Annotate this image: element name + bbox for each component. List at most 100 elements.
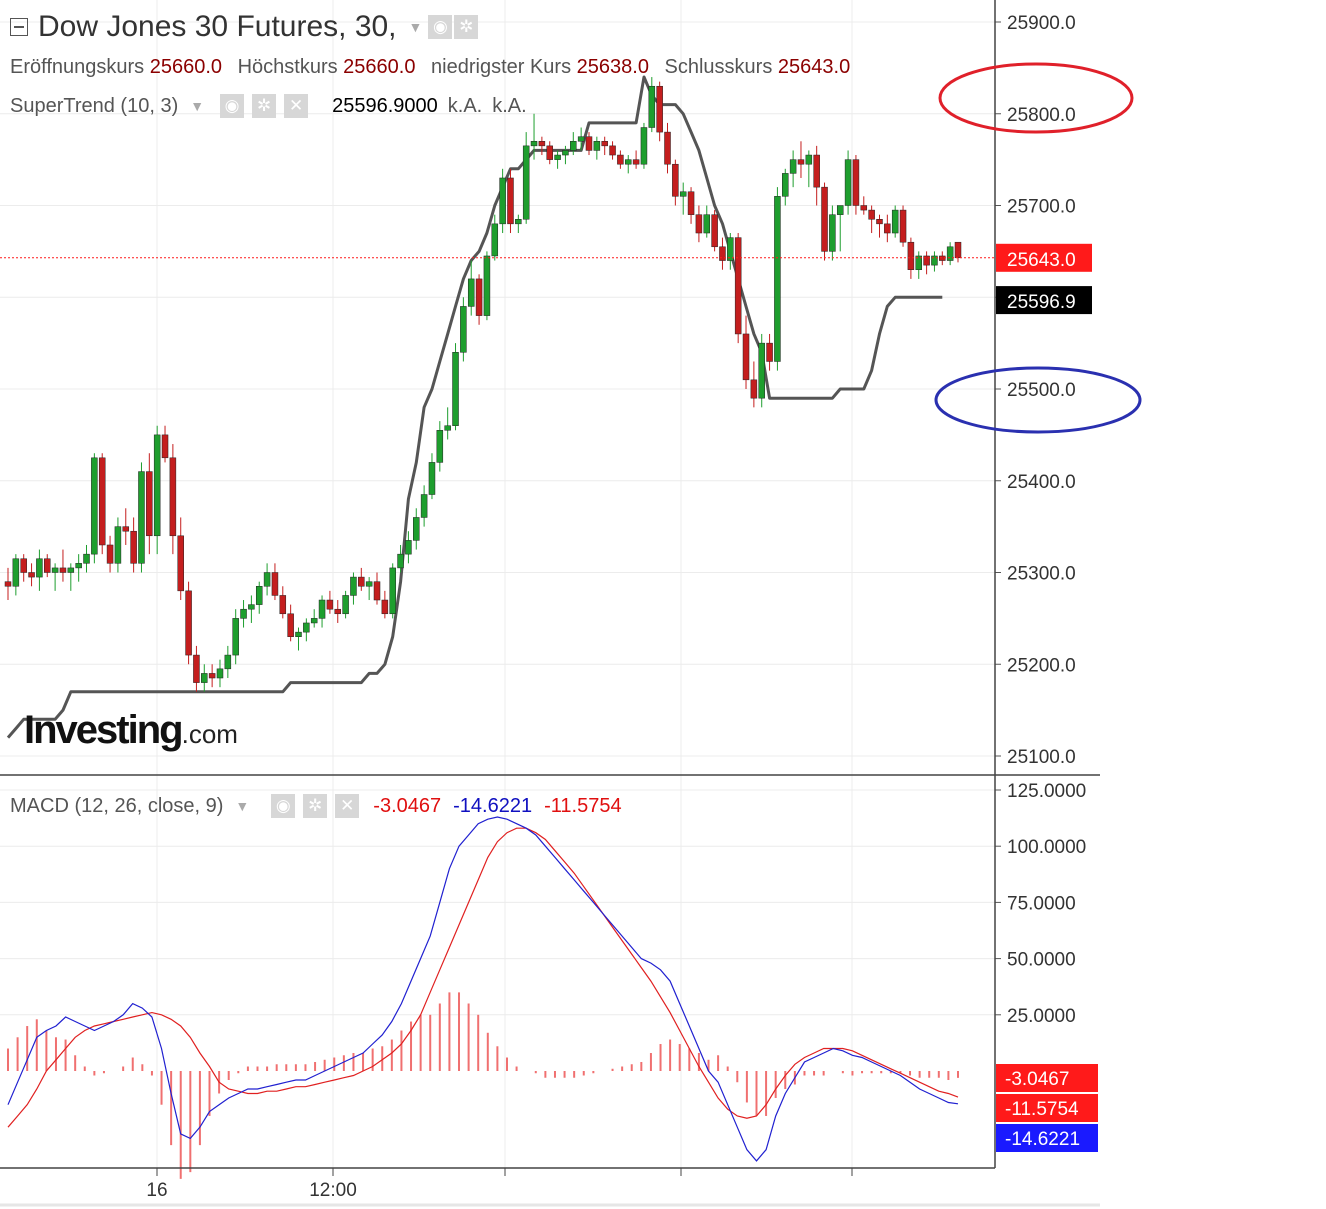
macd-lines	[7, 816, 959, 1162]
close-icon[interactable]: ✕	[335, 794, 360, 818]
candle-body	[515, 219, 522, 225]
candle-body	[138, 471, 145, 564]
candle-body	[255, 586, 263, 605]
candle-body	[703, 214, 711, 234]
macd-label: MACD (12, 26, close, 9)	[10, 794, 224, 817]
candle-body	[4, 581, 12, 587]
candle-body	[679, 191, 687, 197]
candle-body	[664, 131, 671, 165]
candle-body	[577, 136, 585, 142]
price-tick-label: 25300.0	[1007, 564, 1076, 585]
close-label: Schlusskurs	[664, 56, 773, 78]
chevron-down-icon[interactable]: ▼	[190, 98, 205, 114]
candle-body	[67, 567, 75, 573]
candle-body	[836, 205, 844, 215]
open-value: 25660.0	[149, 56, 223, 78]
candle-body	[530, 141, 538, 147]
candle-body	[609, 145, 616, 156]
candle-body	[554, 154, 561, 160]
gear-icon[interactable]: ✲	[252, 94, 277, 118]
candle-body	[303, 622, 310, 633]
eye-icon[interactable]: ◉	[428, 15, 453, 39]
candle-body	[821, 186, 828, 252]
candle-body	[538, 141, 546, 147]
candle-body	[719, 246, 726, 261]
candle-body	[240, 608, 247, 619]
chevron-down-icon[interactable]: ▼	[235, 798, 250, 814]
candle-body	[946, 246, 954, 261]
candle-body	[499, 177, 506, 225]
candle-body	[193, 654, 200, 683]
supertrend-price-label: 25596.9	[1007, 292, 1076, 313]
candle-body	[59, 567, 67, 573]
candle-body	[632, 159, 640, 165]
candle-body	[373, 581, 381, 601]
gear-icon[interactable]: ✲	[303, 794, 328, 818]
candle-body	[624, 159, 632, 165]
candle-body	[460, 306, 467, 353]
candle-body	[907, 241, 915, 270]
eye-icon[interactable]: ◉	[271, 794, 296, 818]
macd-histogram	[7, 992, 959, 1179]
macd-legend: MACD (12, 26, close, 9) ▼ ◉ ✲ ✕ -3.0467 …	[10, 794, 622, 818]
candle-body	[122, 526, 130, 532]
candle-body	[734, 237, 742, 335]
candle-body	[428, 462, 436, 495]
candle-body	[271, 572, 279, 596]
candle-body	[467, 278, 475, 307]
candle-body	[805, 154, 813, 165]
candle-body	[326, 599, 334, 610]
candle-body	[397, 553, 404, 569]
candle-body	[106, 544, 114, 564]
open-label: Eröffnungskurs	[10, 56, 145, 78]
macd-value-badge	[996, 1094, 1098, 1122]
candle-body	[146, 471, 153, 537]
candle-body	[758, 342, 765, 399]
supertrend-value: 25596.9000	[332, 94, 438, 117]
macd-line-value: -14.6221	[453, 794, 533, 817]
candle-body	[774, 196, 781, 362]
chart-title-row: Dow Jones 30 Futures, 30, ▼ ◉ ✲	[10, 10, 479, 44]
low-label: niedrigster Kurs	[431, 56, 572, 78]
last-price-badge	[996, 243, 1092, 272]
price-tick-label: 25500.0	[1007, 380, 1076, 401]
chart-title: Dow Jones 30 Futures, 30,	[38, 10, 397, 43]
gear-icon[interactable]: ✲	[454, 15, 479, 39]
collapse-icon[interactable]	[10, 18, 28, 36]
candle-body	[507, 177, 514, 225]
candle-body	[413, 517, 420, 541]
candle-body	[153, 434, 161, 537]
candle-body	[891, 209, 899, 234]
candle-body	[185, 590, 192, 656]
supertrend-line	[6, 75, 943, 739]
low-value: 25638.0	[576, 56, 649, 78]
candle-body	[405, 540, 412, 555]
candle-body	[491, 223, 499, 257]
macd-value-badge	[996, 1124, 1098, 1152]
candle-body	[208, 673, 216, 679]
high-label: Höchstkurs	[237, 56, 338, 78]
chevron-down-icon[interactable]: ▼	[408, 19, 423, 35]
price-tick-label: 25400.0	[1007, 472, 1076, 493]
candle-body	[860, 205, 868, 211]
candle-body	[263, 572, 271, 587]
candle-body	[954, 241, 962, 259]
candle-body	[169, 457, 177, 537]
candle-body	[310, 618, 318, 624]
candle-body	[844, 159, 852, 206]
candle-body	[522, 145, 530, 220]
candle-body	[342, 595, 349, 615]
candle-body	[585, 136, 593, 151]
candle-body	[75, 563, 82, 569]
price-tick-label: 25100.0	[1007, 747, 1076, 768]
eye-icon[interactable]: ◉	[220, 94, 245, 118]
candle-body	[161, 434, 169, 459]
candle-body	[648, 85, 656, 128]
macd-histogram-value: -3.0467	[373, 794, 442, 817]
candle-body	[546, 145, 553, 160]
candle-body	[436, 430, 444, 463]
close-icon[interactable]: ✕	[284, 94, 309, 118]
candle-body	[381, 599, 389, 615]
macd-signal-value: -11.5754	[544, 794, 622, 817]
